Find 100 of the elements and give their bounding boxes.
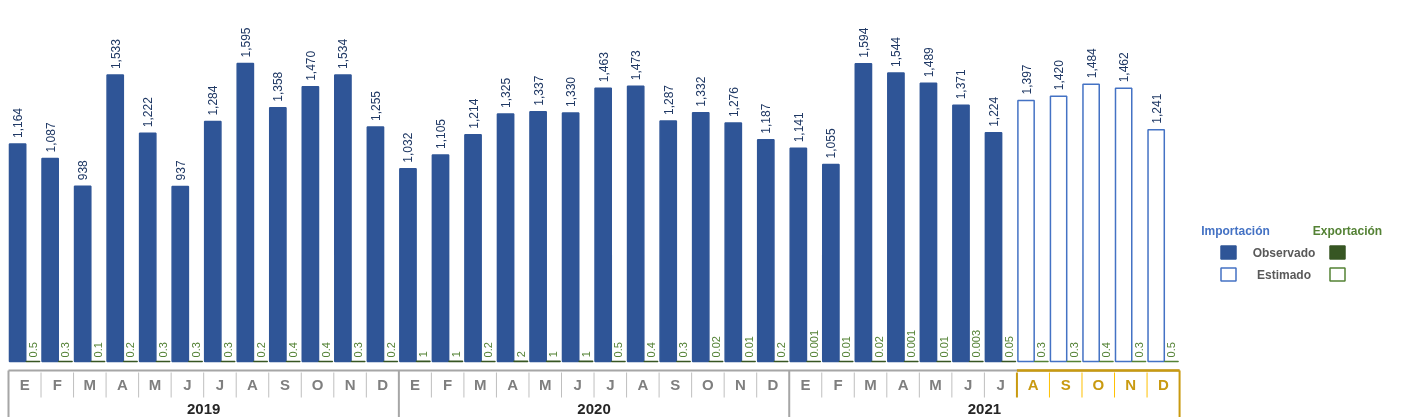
bar (203, 120, 222, 363)
data-label: 1,470 (303, 50, 318, 81)
data-label: 1,473 (629, 49, 644, 81)
bar (268, 107, 287, 363)
x-tick-label: E (800, 376, 811, 393)
x-tick-label: M (473, 376, 487, 393)
bar (301, 86, 320, 363)
data-label: 0.2 (384, 342, 397, 358)
bar (529, 110, 547, 363)
x-tick-label: J (606, 376, 615, 393)
data-label: 2 (514, 351, 527, 358)
data-label: 1 (547, 351, 560, 358)
x-tick-label: J (183, 376, 192, 393)
data-label: 1,544 (889, 36, 904, 68)
data-label: 1,224 (987, 96, 1002, 127)
data-label: 0.4 (644, 342, 657, 358)
bar (106, 74, 125, 363)
x-tick-label: J (963, 376, 973, 393)
x-tick-label: F (833, 376, 843, 393)
bar (626, 85, 645, 363)
data-label: 0.4 (319, 342, 332, 358)
x-tick-label: S (670, 376, 681, 393)
data-label: 0.3 (677, 342, 690, 358)
data-label: 0.01 (840, 336, 853, 358)
data-label: 1,463 (596, 51, 611, 83)
bar (431, 154, 450, 363)
x-tick-label: O (702, 376, 715, 393)
x-tick-label: S (280, 376, 291, 393)
x-tick-label: N (1125, 376, 1137, 393)
x-tick-label: M (83, 376, 97, 393)
x-tick-label: A (1027, 376, 1039, 393)
data-label: 1,595 (238, 27, 253, 58)
x-tick-label: J (573, 376, 582, 393)
data-label: 0.1 (91, 342, 104, 358)
x-tick-label: A (897, 376, 909, 393)
data-label: 0.2 (254, 342, 267, 358)
data-label: 1,594 (856, 27, 871, 58)
data-label: 1,287 (661, 84, 676, 116)
bar (496, 113, 515, 363)
x-tick-label: J (996, 376, 1005, 393)
data-label: 0.3 (1035, 342, 1048, 358)
bar (984, 132, 1003, 363)
x-tick-label: N (735, 376, 746, 393)
data-label: 0.3 (157, 342, 170, 358)
bar (366, 126, 385, 363)
data-label: 0.02 (710, 336, 723, 358)
data-label: 0.2 (482, 342, 495, 358)
data-label: 0.02 (872, 336, 885, 358)
text: 2019 (187, 399, 221, 417)
data-label: 1,371 (954, 69, 969, 100)
data-label: 1,533 (108, 38, 123, 70)
data-label: 1,332 (694, 76, 709, 107)
data-label: 0.001 (807, 329, 820, 358)
x-tick-label: F (52, 376, 62, 393)
data-label: 0.3 (59, 342, 72, 358)
x-tick-label: A (507, 376, 519, 393)
x-tick-label: M (539, 376, 552, 393)
data-label: 1,397 (1019, 64, 1034, 95)
data-label: 0.2 (124, 342, 137, 358)
bar (887, 72, 905, 363)
bar (594, 87, 613, 363)
data-label: 1,337 (531, 75, 546, 106)
x-tick-label: D (767, 376, 779, 393)
x-tick-label: E (410, 376, 421, 393)
bar (789, 147, 808, 363)
x-tick-label: O (1092, 376, 1105, 393)
bar (854, 62, 873, 363)
bar (8, 143, 27, 363)
x-tick-label: D (377, 376, 389, 393)
x-tick-label: O (311, 376, 324, 393)
x-tick-label: A (247, 376, 259, 393)
data-label: 1,222 (141, 96, 156, 128)
data-label: 0.003 (970, 329, 983, 358)
data-label: 0.001 (905, 329, 918, 358)
x-tick-label: D (1157, 376, 1169, 393)
data-label: 1,276 (726, 86, 741, 118)
data-label: 0.3 (1132, 342, 1145, 358)
x-tick-label: F (443, 376, 453, 393)
legend-label: Estimado (1256, 267, 1312, 282)
data-label: 0.3 (1067, 342, 1080, 358)
data-label: 0.4 (287, 342, 300, 358)
bar (659, 120, 678, 363)
text: 2020 (577, 399, 611, 417)
x-tick-label: S (1060, 376, 1071, 393)
data-label: 0.05 (1002, 336, 1015, 358)
bar (171, 185, 190, 363)
data-label: 0.01 (937, 336, 950, 358)
data-label: 1,055 (824, 128, 839, 159)
bar (464, 133, 482, 363)
data-label: 937 (173, 160, 188, 181)
data-label: 1 (449, 351, 462, 358)
bar (919, 82, 938, 363)
data-label: 0.5 (612, 342, 625, 358)
data-label: 1,420 (1052, 59, 1067, 91)
data-label: 1,032 (401, 132, 416, 163)
data-label: 0.3 (189, 342, 202, 358)
bar (334, 74, 352, 363)
data-label: 938 (76, 159, 91, 181)
data-label: 0.5 (1165, 342, 1178, 358)
text: Exportación (1312, 223, 1383, 238)
